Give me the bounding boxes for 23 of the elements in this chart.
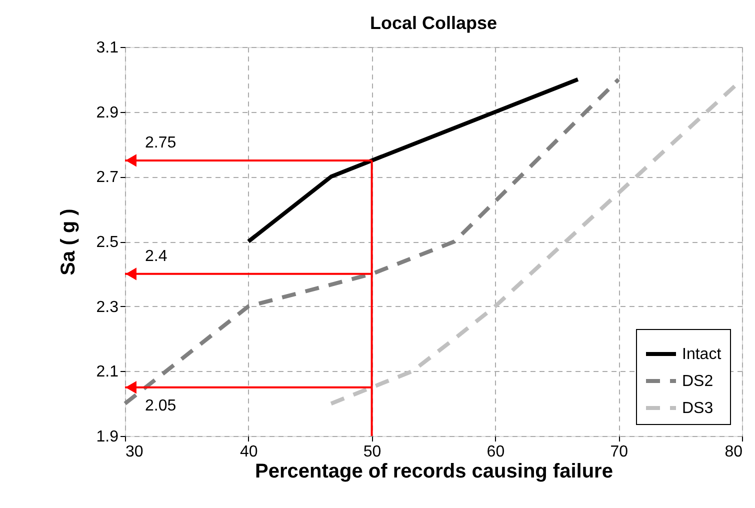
y-tick-label: 2.7: [96, 169, 119, 186]
y-axis-title: Sa ( g ): [57, 208, 80, 276]
x-tick-label: 40: [240, 444, 258, 460]
x-tick-label: 50: [363, 444, 382, 460]
legend-label: DS2: [682, 373, 714, 390]
y-tick-label: 3.1: [96, 40, 119, 56]
y-tick-label: 1.9: [96, 428, 119, 446]
y-tick-label: 2.5: [96, 234, 119, 251]
legend-label: DS3: [682, 400, 714, 417]
ref-line-label: 2.05: [145, 397, 176, 414]
y-tick-label: 2.9: [96, 104, 119, 122]
y-tick-label: 2.1: [96, 364, 119, 381]
line-series: [246, 77, 580, 244]
ref-line-label: 2.75: [145, 134, 176, 152]
x-tick-label: 70: [610, 444, 628, 460]
chart-title: Local Collapse: [370, 13, 498, 33]
x-tick-label: 60: [486, 444, 505, 460]
legend-label: Intact: [682, 346, 722, 363]
x-axis-title: Percentage of records causing failure: [255, 460, 613, 482]
x-tick-label: 80: [724, 444, 743, 460]
ref-line-label: 2.4: [145, 248, 168, 265]
x-tick-label: 30: [126, 444, 144, 460]
y-tick-label: 2.3: [96, 298, 119, 316]
